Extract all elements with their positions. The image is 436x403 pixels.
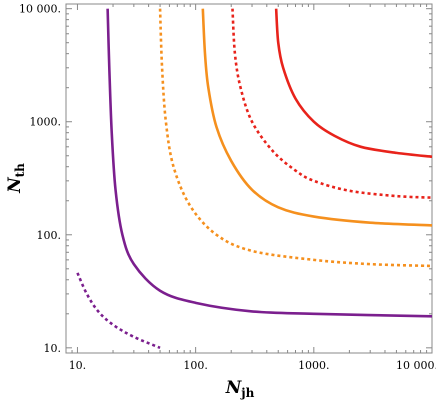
tick-labels: 10. 100. 1000. 10 000. 10. 100. 1000. 10 000. bbox=[19, 3, 436, 372]
series-line-3 bbox=[158, 8, 433, 268]
series-line-4 bbox=[201, 8, 433, 227]
x-axis-title: Njh bbox=[225, 378, 255, 400]
y-tick-label: 100. bbox=[37, 229, 62, 242]
x-tick-label: 1000. bbox=[298, 359, 330, 372]
series-line-5 bbox=[231, 8, 433, 199]
x-tick-label: 100. bbox=[183, 359, 208, 372]
axis-ticks bbox=[65, 4, 433, 354]
x-tick-label: 10 000. bbox=[396, 359, 436, 372]
plot-frame bbox=[65, 3, 433, 354]
y-tick-label: 1000. bbox=[30, 116, 62, 129]
y-tick-label: 10. bbox=[44, 342, 62, 355]
x-tick-label: 10. bbox=[69, 359, 87, 372]
series-group bbox=[76, 8, 433, 350]
y-axis-title: Nth bbox=[5, 163, 27, 194]
series-line-6 bbox=[274, 8, 433, 159]
series-line-2 bbox=[106, 8, 433, 318]
series-line-1 bbox=[76, 272, 161, 350]
y-tick-label: 10 000. bbox=[19, 3, 61, 16]
